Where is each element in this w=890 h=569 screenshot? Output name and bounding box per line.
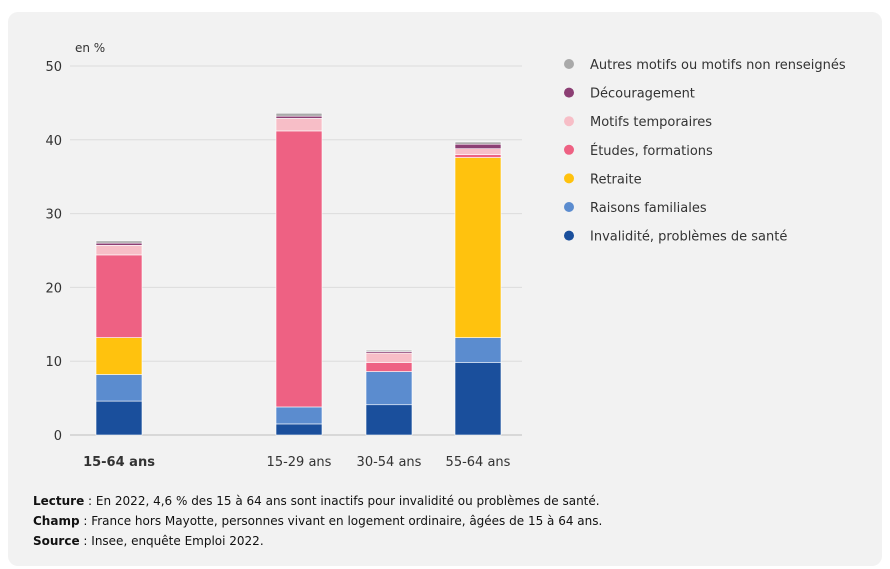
legend-swatch bbox=[564, 87, 574, 98]
note-source: Source : Insee, enquête Emploi 2022. bbox=[33, 534, 264, 548]
bar-segment bbox=[454, 157, 502, 338]
bar-segment bbox=[275, 406, 323, 425]
bar-segment bbox=[95, 337, 143, 375]
legend-label: Autres motifs ou motifs non renseignés bbox=[590, 58, 846, 73]
y-axis-ticks: 0 10 20 30 40 50 bbox=[45, 60, 62, 444]
legend-label: Découragement bbox=[590, 87, 695, 102]
legend-item: Découragement bbox=[564, 87, 695, 102]
stacked-bar-chart: 0 10 20 30 40 50 en % 15-64 ans 15-29 ans 30-54… bbox=[45, 41, 846, 470]
chart-card bbox=[8, 12, 882, 566]
bar-segment bbox=[95, 242, 143, 246]
bars bbox=[95, 112, 502, 436]
legend-swatch bbox=[564, 173, 574, 184]
chart-notes: Lecture : En 2022, 4,6 % des 15 à 64 ans… bbox=[33, 491, 602, 551]
bar-segment bbox=[95, 240, 143, 244]
bar-segment bbox=[95, 374, 143, 402]
legend-label: Raisons familiales bbox=[590, 201, 707, 216]
legend-item: Autres motifs ou motifs non renseignés bbox=[564, 58, 846, 73]
bar-segment bbox=[95, 254, 143, 338]
legend-item: Retraite bbox=[564, 172, 642, 187]
y-tick-label: 10 bbox=[45, 355, 62, 370]
x-category-label: 55-64 ans bbox=[446, 455, 511, 470]
legend-item: Études, formations bbox=[564, 143, 713, 159]
legend-swatch bbox=[564, 144, 574, 155]
bar-segment bbox=[454, 141, 502, 145]
y-tick-label: 0 bbox=[54, 429, 62, 444]
bar-segment bbox=[275, 130, 323, 408]
bar-segment bbox=[275, 118, 323, 132]
legend-label: Retraite bbox=[590, 172, 642, 187]
bar-segment bbox=[275, 115, 323, 119]
legend-label: Études, formations bbox=[590, 143, 713, 159]
note-lecture: Lecture : En 2022, 4,6 % des 15 à 64 ans… bbox=[33, 494, 600, 508]
y-tick-label: 40 bbox=[45, 134, 62, 149]
bar-segment bbox=[275, 423, 323, 436]
bar-segment bbox=[365, 349, 413, 352]
y-tick-label: 50 bbox=[45, 60, 62, 75]
bar-segment bbox=[454, 362, 502, 436]
y-tick-label: 20 bbox=[45, 281, 62, 296]
y-axis-unit-label: en % bbox=[75, 41, 105, 55]
bar-segment bbox=[454, 154, 502, 158]
legend-swatch bbox=[564, 59, 574, 69]
bar-segment bbox=[454, 148, 502, 155]
legend-item: Motifs temporaires bbox=[564, 115, 712, 130]
legend-swatch bbox=[564, 230, 574, 241]
bar-segment bbox=[275, 112, 323, 117]
bar-segment bbox=[95, 245, 143, 256]
bar-segment bbox=[95, 400, 143, 436]
y-tick-label: 30 bbox=[45, 208, 62, 223]
x-axis-categories: 15-64 ans 15-29 ans 30-54 ans 55-64 ans bbox=[83, 455, 511, 470]
legend: Autres motifs ou motifs non renseignés Dé… bbox=[564, 58, 846, 245]
legend-label: Invalidité, problèmes de santé bbox=[590, 230, 787, 245]
bar-segment bbox=[365, 352, 413, 363]
bar-segment bbox=[454, 337, 502, 363]
legend-label: Motifs temporaires bbox=[590, 115, 712, 130]
legend-item: Raisons familiales bbox=[564, 201, 707, 216]
legend-item: Invalidité, problèmes de santé bbox=[564, 230, 787, 245]
x-category-label: 15-64 ans bbox=[83, 455, 155, 470]
bar-segment bbox=[454, 143, 502, 149]
x-category-label: 15-29 ans bbox=[267, 455, 332, 470]
bar-segment bbox=[365, 404, 413, 436]
legend-swatch bbox=[564, 202, 574, 212]
bar-segment bbox=[365, 371, 413, 406]
x-category-label: 30-54 ans bbox=[357, 455, 422, 470]
legend-swatch bbox=[564, 116, 574, 127]
bar-segment bbox=[365, 362, 413, 372]
note-champ: Champ : France hors Mayotte, personnes v… bbox=[33, 514, 603, 528]
